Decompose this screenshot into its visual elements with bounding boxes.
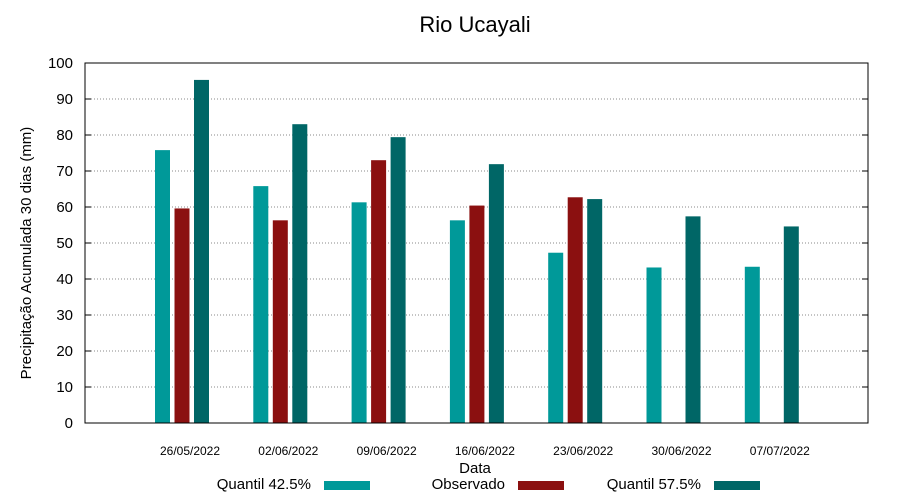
y-tick-label: 100: [48, 55, 73, 72]
bar: [155, 150, 170, 423]
y-tick-label: 60: [56, 199, 73, 216]
y-axis-ticks: 0 10 20 30 40 50 60 70 80 90 100: [48, 55, 868, 432]
bar: [685, 216, 701, 423]
chart-title: Rio Ucayali: [419, 12, 530, 37]
y-tick-label: 70: [56, 163, 73, 180]
x-tick-label: 23/06/2022: [553, 444, 613, 458]
bar: [744, 266, 760, 423]
bar: [488, 164, 504, 423]
bar: [292, 124, 308, 423]
y-tick-label: 90: [56, 91, 73, 108]
bar: [194, 79, 209, 424]
y-tick-label: 10: [56, 379, 73, 396]
bar: [174, 208, 190, 423]
bar: [783, 226, 799, 423]
bar: [567, 197, 583, 423]
x-tick-label: 26/05/2022: [160, 444, 220, 458]
bar: [272, 220, 288, 423]
x-axis-ticks: 26/05/2022 02/06/2022 09/06/2022 16/06/2022…: [160, 444, 810, 458]
x-tick-label: 07/07/2022: [750, 444, 810, 458]
y-tick-label: 50: [56, 235, 73, 252]
x-tick-label: 09/06/2022: [357, 444, 417, 458]
legend-label: Quantil 42.5%: [217, 476, 311, 493]
bar: [646, 267, 662, 423]
y-tick-label: 80: [56, 127, 73, 144]
bar: [351, 202, 367, 423]
x-tick-label: 16/06/2022: [455, 444, 515, 458]
bar: [587, 199, 603, 423]
bar: [449, 220, 465, 423]
y-axis-label: Precipitação Acumulada 30 dias (mm): [18, 127, 35, 380]
legend-label: Observado: [432, 476, 505, 493]
bars: [155, 79, 799, 424]
x-tick-label: 30/06/2022: [651, 444, 711, 458]
bar: [371, 160, 387, 423]
y-tick-label: 40: [56, 271, 73, 288]
legend: Quantil 42.5% Observado Quantil 57.5%: [217, 476, 760, 493]
bar: [390, 137, 406, 423]
y-tick-label: 0: [65, 415, 73, 432]
x-tick-label: 02/06/2022: [258, 444, 318, 458]
x-axis-label: Data: [459, 460, 491, 477]
y-tick-label: 30: [56, 307, 73, 324]
bar: [253, 186, 269, 423]
bar: [469, 205, 485, 423]
y-tick-label: 20: [56, 343, 73, 360]
legend-swatch: [518, 481, 564, 490]
legend-label: Quantil 57.5%: [607, 476, 701, 493]
bar: [548, 252, 564, 423]
legend-swatch: [324, 481, 370, 490]
legend-swatch: [714, 481, 760, 490]
